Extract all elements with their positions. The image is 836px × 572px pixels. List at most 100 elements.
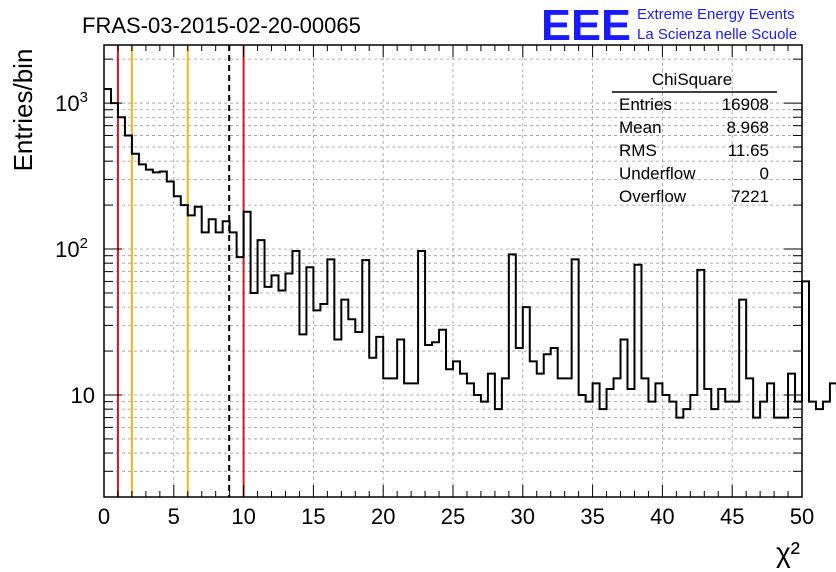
histogram-bin — [265, 287, 272, 497]
grid-layer — [104, 45, 802, 497]
histogram-bin — [655, 383, 662, 497]
histogram-bin — [502, 378, 509, 497]
histogram-bin — [418, 251, 425, 497]
stats-label-overflow: Overflow — [619, 187, 687, 206]
stats-label-rms: RMS — [619, 141, 657, 160]
y-tick-label: 10 — [71, 383, 95, 408]
x-tick-label: 40 — [650, 504, 674, 529]
histogram-bin — [753, 418, 760, 497]
histogram-bin — [641, 378, 648, 497]
histogram-bin — [579, 395, 586, 497]
histogram-bin — [739, 300, 746, 497]
histogram-bin — [132, 154, 139, 497]
histogram-bin — [676, 418, 683, 497]
histogram-bin — [474, 395, 481, 497]
histogram-bin — [509, 254, 516, 497]
histogram-bin — [118, 117, 125, 497]
stats-value-underflow: 0 — [760, 164, 769, 183]
histogram-bin — [669, 402, 676, 497]
histogram-bin — [404, 383, 411, 497]
x-tick-label: 35 — [580, 504, 604, 529]
y-tick-label: 102 — [55, 235, 88, 262]
histogram-bin — [572, 259, 579, 497]
stats-value-mean: 8.968 — [726, 118, 769, 137]
histogram-bin — [181, 205, 188, 497]
histogram-bin — [467, 383, 474, 497]
histogram-bin — [216, 232, 223, 497]
y-tick-label-exponent: 2 — [80, 235, 88, 252]
histogram-bin — [355, 332, 362, 497]
y-tick-label-base: 10 — [71, 383, 95, 408]
histogram-bin — [299, 334, 306, 497]
histogram-bin — [376, 337, 383, 497]
histogram-bin — [195, 207, 202, 497]
histogram-bin — [327, 259, 334, 497]
histogram-bin — [690, 395, 697, 497]
histogram-bin — [648, 402, 655, 497]
histogram-bin — [725, 402, 732, 497]
histogram-bin — [237, 257, 244, 497]
marker-layer — [116, 45, 245, 497]
y-tick-label-base: 10 — [55, 237, 79, 262]
histogram-bin — [188, 215, 195, 497]
histogram-bin — [383, 378, 390, 497]
histogram-bin — [607, 389, 614, 497]
histogram-bin — [760, 402, 767, 497]
histogram-bin — [495, 409, 502, 497]
y-tick-label: 103 — [55, 89, 88, 116]
y-tick-label-exponent: 3 — [80, 89, 88, 106]
histogram-bin — [139, 164, 146, 497]
histogram-bin — [272, 275, 279, 497]
histogram-bin — [313, 310, 320, 497]
x-tick-label: 10 — [231, 504, 255, 529]
histogram-bin — [369, 358, 376, 497]
histogram-bin — [251, 293, 258, 497]
histogram-bin — [544, 354, 551, 497]
x-tick-label: 45 — [720, 504, 744, 529]
histogram-bin — [174, 196, 181, 497]
histogram-bin — [802, 281, 809, 497]
histogram-bin — [306, 267, 313, 497]
histogram-bin — [397, 339, 404, 497]
x-tick-label: 25 — [441, 504, 465, 529]
x-tick-label: 15 — [301, 504, 325, 529]
histogram-bin — [551, 348, 558, 497]
histogram-bin — [628, 389, 635, 497]
histogram-bin — [621, 339, 628, 497]
histogram-bin — [718, 389, 725, 497]
histogram-bin — [146, 170, 153, 497]
histogram-bin — [830, 383, 836, 497]
histogram-bin — [565, 378, 572, 497]
histogram-bin — [439, 330, 446, 497]
histogram-bin — [481, 402, 488, 497]
histogram-bin — [634, 265, 641, 497]
histogram-bin — [153, 172, 160, 497]
histogram-bin — [809, 402, 816, 497]
histogram-bin — [460, 374, 467, 497]
stats-label-underflow: Underflow — [619, 164, 696, 183]
histogram-bin — [341, 300, 348, 497]
histogram-bin — [746, 378, 753, 497]
histogram-bin — [292, 251, 299, 497]
x-tick-label: 30 — [511, 504, 535, 529]
x-axis-label: χ² — [776, 537, 800, 568]
x-tick-label: 50 — [790, 504, 814, 529]
histogram-bin — [160, 171, 167, 497]
histogram-bin — [816, 409, 823, 497]
histogram-bin — [432, 342, 439, 497]
histogram-bin — [558, 378, 565, 497]
histogram-bin — [732, 402, 739, 497]
histogram-bin — [446, 369, 453, 497]
histogram-bin — [781, 418, 788, 497]
histogram-bin — [411, 383, 418, 497]
histogram-bin — [767, 383, 774, 497]
histogram-bin — [425, 345, 432, 497]
histogram-bin — [362, 260, 369, 497]
histogram-bin — [488, 374, 495, 497]
eee-logo: EEE Extreme Energy Events La Scienza nel… — [541, 1, 797, 50]
histogram-bin — [230, 232, 237, 497]
stats-box: ChiSquare Entries 16908 Mean 8.968 RMS 1… — [612, 70, 777, 206]
stats-value-entries: 16908 — [722, 95, 769, 114]
histogram-bin — [258, 240, 265, 497]
